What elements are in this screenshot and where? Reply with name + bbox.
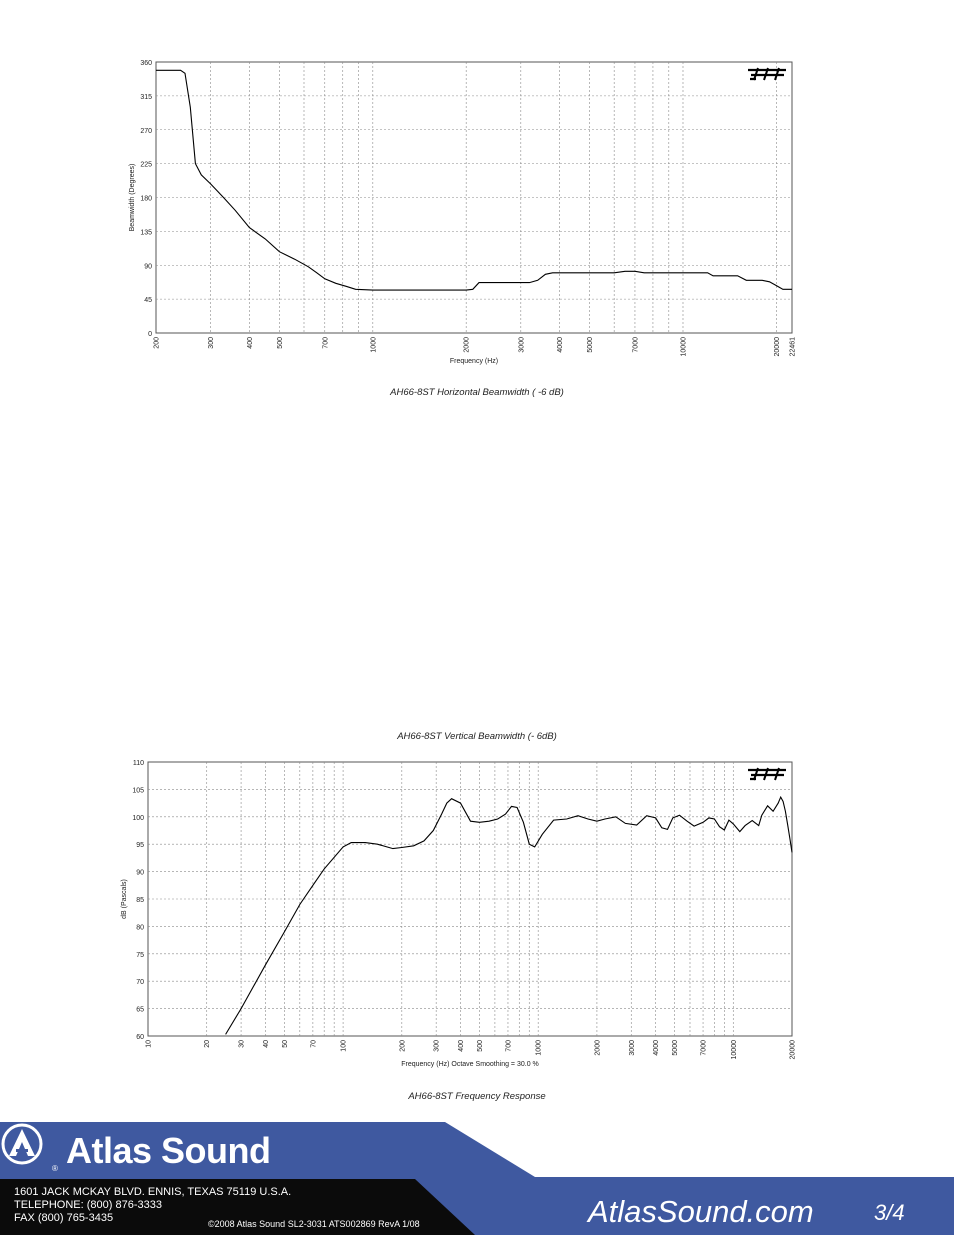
vertical-beamwidth-plot: 3603152702251801359045020030040050070010…: [0, 395, 954, 725]
x-tick-label: 500: [277, 337, 284, 349]
y-axis-label: Beamwidth (Degrees): [129, 164, 136, 232]
y-tick-label: 75: [136, 952, 144, 959]
x-tick-label: 22461: [790, 337, 797, 357]
y-tick-label: 85: [136, 897, 144, 904]
y-tick-label: 0: [148, 331, 152, 338]
x-tick-label: 5000: [672, 1040, 679, 1056]
y-tick-label: 315: [140, 94, 152, 101]
x-tick-label: 10000: [731, 1040, 738, 1060]
y-tick-label: 110: [133, 760, 144, 767]
y-tick-label: 80: [136, 924, 144, 931]
y-tick-label: 60: [136, 1034, 144, 1041]
x-tick-label: 40: [263, 1040, 270, 1048]
x-tick-label: 3000: [629, 1040, 636, 1056]
y-tick-label: 100: [132, 815, 144, 822]
y-tick-label: 105: [132, 787, 144, 794]
copyright-text: ©2008 Atlas Sound SL2-3031 ATS002869 Rev…: [208, 1219, 420, 1229]
vertical-beamwidth-chart: 3603152702251801359045020030040050070010…: [0, 395, 954, 725]
y-tick-label: 90: [144, 263, 152, 270]
x-tick-label: 100: [341, 1040, 348, 1052]
x-tick-label: 3000: [518, 337, 525, 353]
registered-mark: ®: [52, 1164, 58, 1173]
address-block: 1601 JACK MCKAY BLVD. ENNIS, TEXAS 75119…: [14, 1186, 291, 1225]
x-tick-label: 10: [146, 1040, 153, 1048]
x-tick-label: 10000: [680, 337, 687, 357]
horizontal-beamwidth-caption: AH66-8ST Horizontal Beamwidth ( -6 dB): [390, 387, 564, 398]
x-tick-label: 70: [310, 1040, 317, 1048]
x-tick-label: 300: [434, 1040, 441, 1052]
x-tick-label: 1000: [370, 337, 377, 353]
ief-logo-icon: [748, 67, 786, 81]
address-line-fax: FAX (800) 765-3435: [14, 1212, 114, 1224]
horizontal-beamwidth-chart: 360 315 270 225 180 135 90 45 0 200 300 400 500 700 10…: [0, 0, 954, 380]
address-line-telephone: TELEPHONE: (800) 876-3333: [14, 1199, 162, 1211]
brand-name: Atlas Sound: [66, 1130, 271, 1171]
x-tick-label: 2000: [464, 337, 471, 353]
atlas-logo-icon: [1, 1123, 43, 1165]
x-tick-label: 20: [204, 1040, 211, 1048]
x-tick-label: 400: [458, 1040, 465, 1052]
y-tick-label: 90: [136, 870, 144, 877]
x-tick-label: 400: [247, 337, 254, 349]
x-axis-label: Frequency (Hz): [450, 358, 498, 365]
y-tick-label: 180: [140, 196, 152, 203]
website-link[interactable]: AtlasSound.com: [588, 1194, 814, 1229]
x-tick-label: 50: [282, 1040, 289, 1048]
y-tick-label: 270: [140, 128, 152, 135]
frequency-response-chart: 110 105 100 95 90 85 80 75 70 65 60 10 20 30 40 50 70 100…: [0, 745, 954, 1075]
x-tick-label: 4000: [653, 1040, 660, 1056]
x-tick-label: 20000: [790, 1040, 797, 1060]
x-tick-label: 4000: [557, 337, 564, 353]
y-tick-label: 70: [136, 979, 144, 986]
x-tick-label: 200: [154, 337, 161, 349]
x-tick-label: 1000: [536, 1040, 543, 1056]
y-tick-label: 65: [136, 1007, 144, 1014]
x-tick-label: 700: [505, 1040, 512, 1052]
x-tick-label: 2000: [594, 1040, 601, 1056]
vertical-beamwidth-caption: AH66-8ST Vertical Beamwidth (- 6dB): [397, 731, 557, 742]
x-tick-label: 5000: [587, 337, 594, 353]
footer-background: [0, 1122, 954, 1235]
data-series-line: [156, 69, 792, 291]
x-tick-label: 7000: [701, 1040, 708, 1056]
ief-logo-icon: [748, 767, 786, 781]
address-line-street: 1601 JACK MCKAY BLVD. ENNIS, TEXAS 75119…: [14, 1186, 292, 1198]
x-tick-label: 500: [477, 1040, 484, 1052]
data-series-line: [225, 795, 793, 1035]
page-number: 3/4: [874, 1200, 905, 1225]
x-tick-label: 30: [239, 1040, 246, 1048]
y-tick-label: 225: [140, 162, 152, 169]
footer: Atlas Sound ® 1601 JACK MCKAY BLVD. ENNI…: [0, 1122, 954, 1235]
x-tick-label: 7000: [632, 337, 639, 353]
y-tick-label: 135: [140, 229, 152, 236]
x-tick-label: 700: [322, 337, 329, 349]
y-tick-label: 95: [136, 842, 144, 849]
y-tick-label: 360: [140, 60, 152, 67]
x-axis-label: Frequency (Hz) Octave Smoothing = 30.0 %: [401, 1061, 539, 1068]
y-tick-label: 45: [144, 297, 152, 304]
x-tick-label: 200: [399, 1040, 406, 1052]
y-axis-label: dB (Pascals): [121, 879, 128, 919]
x-tick-label: 300: [208, 337, 215, 349]
x-tick-label: 20000: [774, 337, 781, 357]
frequency-response-caption: AH66-8ST Frequency Response: [408, 1091, 546, 1102]
